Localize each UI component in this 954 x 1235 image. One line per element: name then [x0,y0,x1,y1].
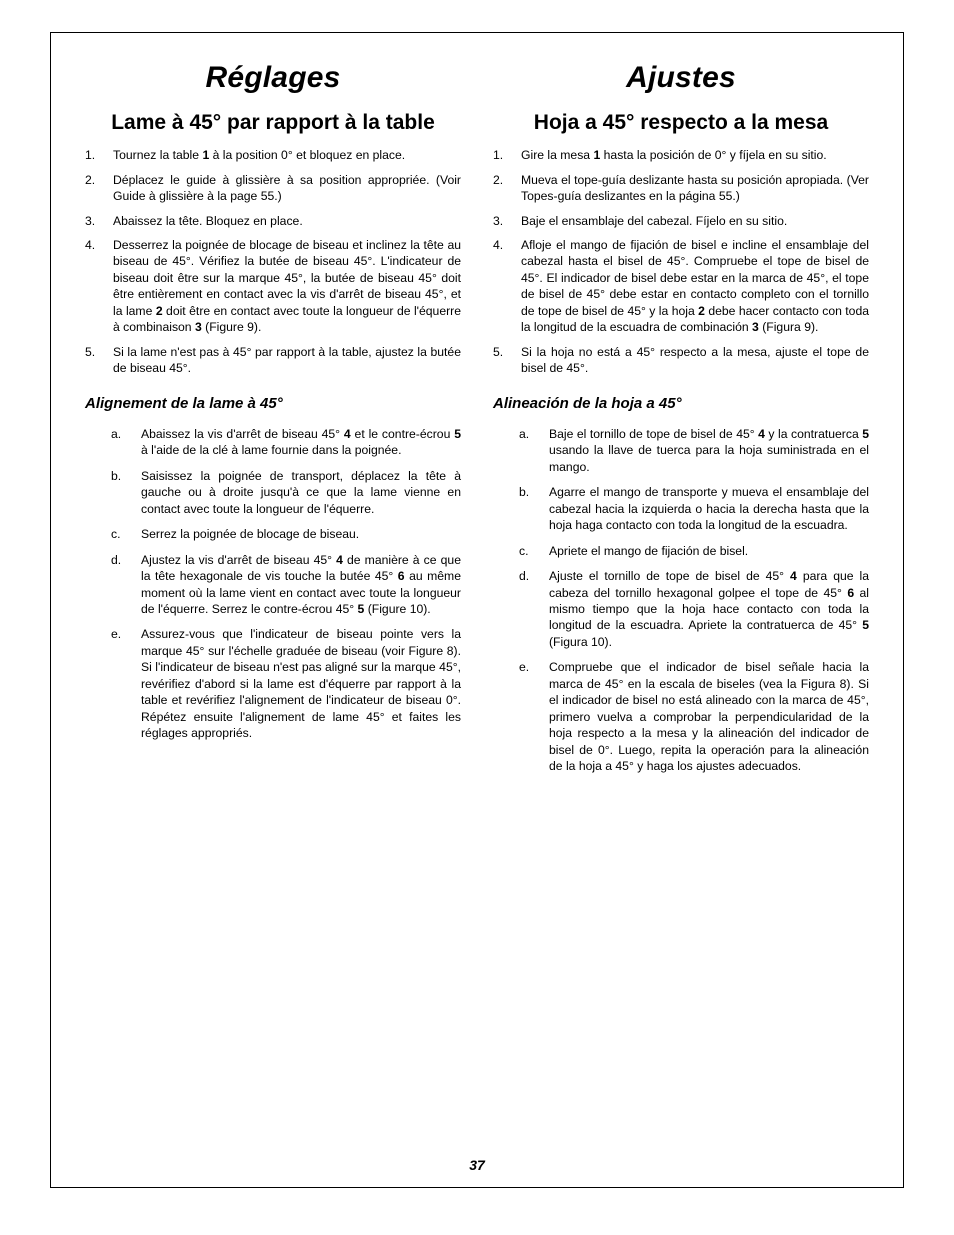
right-lettered-list: Baje el tornillo de tope de bisel de 45°… [493,426,869,775]
list-item: Gire la mesa 1 hasta la posición de 0° y… [493,147,869,163]
list-item: Afloje el mango de fijación de bisel e i… [493,237,869,336]
list-item: Desserrez la poignée de blocage de bisea… [85,237,461,336]
left-numbered-list: Tournez la table 1 à la position 0° et b… [85,147,461,377]
list-item: Apriete el mango de fijación de bisel. [519,543,869,559]
list-item: Mueva el tope-guía deslizante hasta su p… [493,172,869,205]
list-item: Ajuste el tornillo de tope de bisel de 4… [519,568,869,650]
list-item: Saisissez la poignée de transport, dépla… [111,468,461,517]
right-column: Ajustes Hoja a 45° respecto a la mesa Gi… [493,61,869,784]
list-item: Baje el ensamblaje del cabezal. Fíjelo e… [493,213,869,229]
right-subtitle: Hoja a 45° respecto a la mesa [493,111,869,135]
list-item: Ajustez la vis d'arrêt de biseau 45° 4 d… [111,552,461,618]
two-column-layout: Réglages Lame à 45° par rapport à la tab… [85,61,869,784]
document-page: Réglages Lame à 45° par rapport à la tab… [0,0,954,1235]
page-number: 37 [51,1157,903,1173]
list-item: Baje el tornillo de tope de bisel de 45°… [519,426,869,475]
list-item: Serrez la poignée de blocage de biseau. [111,526,461,542]
left-subsub-heading: Alignement de la lame à 45° [85,395,461,412]
left-title: Réglages [85,61,461,95]
list-item: Abaissez la tête. Bloquez en place. [85,213,461,229]
left-column: Réglages Lame à 45° par rapport à la tab… [85,61,461,784]
list-item: Tournez la table 1 à la position 0° et b… [85,147,461,163]
right-numbered-list: Gire la mesa 1 hasta la posición de 0° y… [493,147,869,377]
left-subtitle: Lame à 45° par rapport à la table [85,111,461,135]
right-title: Ajustes [493,61,869,95]
left-lettered-list: Abaissez la vis d'arrêt de biseau 45° 4 … [85,426,461,742]
list-item: Compruebe que el indicador de bisel seña… [519,659,869,774]
list-item: Abaissez la vis d'arrêt de biseau 45° 4 … [111,426,461,459]
list-item: Si la lame n'est pas à 45° par rapport à… [85,344,461,377]
content-frame: Réglages Lame à 45° par rapport à la tab… [50,32,904,1188]
list-item: Si la hoja no está a 45° respecto a la m… [493,344,869,377]
right-subsub-heading: Alineación de la hoja a 45° [493,395,869,412]
list-item: Assurez-vous que l'indicateur de biseau … [111,626,461,741]
list-item: Agarre el mango de transporte y mueva el… [519,484,869,533]
list-item: Déplacez le guide à glissière à sa posit… [85,172,461,205]
